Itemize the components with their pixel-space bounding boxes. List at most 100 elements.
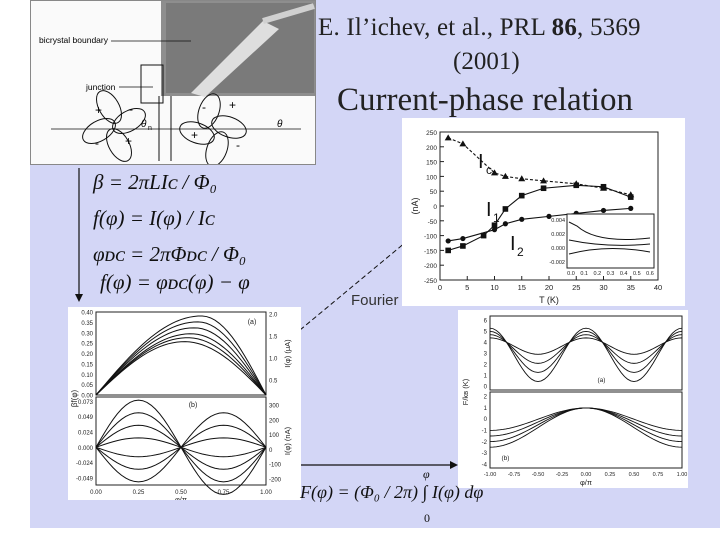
data-point-Ic	[444, 134, 452, 141]
boundary-label: bicrystal boundary	[39, 35, 109, 45]
panel-b-x-tick-label: 0.00	[90, 490, 102, 496]
svg-text:+: +	[191, 128, 198, 142]
data-point-I1	[491, 222, 498, 229]
curve-label-i2: I	[510, 233, 516, 255]
y-tick-label: 200	[426, 145, 437, 152]
citation-authors: E. Il’ichev, et al., PRL	[318, 14, 552, 41]
equation-beta: β = 2πLIᴄ / Φ₀	[93, 170, 217, 194]
panel-b-right-tick-label: -100	[269, 463, 282, 469]
panel-b-x-tick-label: 0.75	[218, 490, 230, 496]
junction-sketch: + + - - - - + + bicrystal boundary junct…	[39, 1, 315, 167]
energy-x-tick-label: -0.25	[556, 472, 569, 478]
y-tick-label: 250	[426, 130, 437, 137]
energy-x-tick-label: -0.50	[532, 472, 545, 478]
panel-a-y-tick-label: 0.05	[81, 383, 93, 389]
panel-b-x-tick-label: 1.00	[260, 490, 272, 496]
inset-x-tick-label: 0.2	[594, 271, 602, 277]
curve-label-i2-sub: 2	[517, 245, 524, 259]
data-point-I1	[445, 247, 451, 254]
energy-y-axis-label: F/kʙ (K)	[461, 378, 470, 405]
junction-label: junction	[85, 82, 116, 92]
equation-phi-dc: φᴅᴄ = 2πΦᴅᴄ / Φ₀	[93, 242, 247, 266]
inset-y-tick-label: 0.004	[551, 218, 565, 224]
panel-a-right-tick-label: 0.5	[269, 379, 278, 385]
x-tick-label: 10	[490, 283, 498, 292]
slide-title: Current-phase relation	[337, 82, 633, 118]
citation: E. Il’ichev, et al., PRL 86, 5369	[318, 14, 641, 42]
svg-text:-: -	[236, 138, 240, 152]
inset-y-tick-label: -0.002	[549, 260, 565, 266]
diagonal-arrow	[299, 231, 419, 331]
data-point-I2	[491, 227, 498, 233]
temperature-chart-panel: 250 200 150 100 50 0 -50 -100 -150 -200 -250 0 5 10 15…	[402, 118, 685, 306]
y-tick-label: 150	[426, 160, 437, 167]
panel-a-label: (a)	[248, 319, 257, 326]
equation-f-phi: f(φ) = I(φ) / Iᴄ	[93, 206, 215, 230]
panel-a-y-tick-label: 0.35	[81, 321, 93, 327]
panel-b-x-tick-label: 0.25	[133, 490, 145, 496]
panel-b-y-tick-label: -0.049	[76, 477, 94, 483]
data-point-Ic	[540, 177, 548, 184]
energy-b-curve	[489, 407, 683, 443]
svg-text:+: +	[229, 98, 236, 112]
inset-x-tick-label: 0.6	[646, 271, 654, 277]
energy-x-tick-label: 0.25	[605, 472, 616, 478]
inset-x-tick-label: 0.3	[607, 271, 615, 277]
inset-x-tick-label: 0.4	[620, 271, 628, 277]
fourier-label: Fourier	[351, 292, 399, 309]
energy-b-y-tick-label: 1	[484, 406, 488, 412]
energy-a-y-tick-label: 5	[484, 330, 488, 336]
panel-b-y-tick-label: -0.024	[76, 461, 94, 467]
energy-x-tick-label: 0.50	[629, 472, 640, 478]
energy-b-y-tick-label: -4	[482, 463, 488, 469]
panel-a-y-tick-label: 0.30	[81, 331, 93, 337]
data-point-I1	[540, 185, 547, 192]
inset-curve	[568, 247, 651, 255]
inset-x-tick-label: 0.0	[567, 271, 575, 277]
panel-a-right-tick-label: 1.0	[269, 357, 278, 363]
panel-a-y-tick-label: 0.20	[81, 352, 93, 358]
energy-a-y-tick-label: 0	[484, 385, 488, 391]
panel-a-right-tick-label: 1.5	[269, 335, 278, 341]
energy-chart-panel: 6 5 4 3 2 1 0 2 1 0 -1 -2 -3 -4 -1.00 -0.75 -0.50 -0.25 0.…	[458, 310, 688, 488]
theta-right: θ	[277, 119, 283, 130]
panel-a-frame	[95, 311, 267, 396]
panel-a-curve	[95, 327, 267, 396]
panel-b-y-tick-label: 0.049	[78, 415, 94, 421]
data-point-I2	[628, 205, 634, 211]
panel-a-right-tick-label: 2.0	[269, 313, 278, 319]
citation-pages: , 5369	[577, 14, 641, 41]
data-point-I2	[600, 207, 607, 214]
junction-figure: + + - - - - + + bicrystal boundary junct…	[30, 0, 316, 167]
x-tick-label: 25	[572, 283, 580, 292]
svg-text:-: -	[202, 100, 206, 114]
data-point-I2	[502, 221, 508, 227]
phase-chart: 0.40 0.35 0.30 0.25 0.20 0.15 0.10 0.05 0.00 2.0 1…	[70, 311, 292, 505]
inset-y-tick-label: 0.002	[551, 232, 565, 238]
x-tick-label: 40	[654, 283, 662, 292]
sem-strip	[191, 21, 279, 97]
panel-b-right-axis-label: I(φ) (nA)	[283, 426, 292, 455]
panel-b-right-tick-label: -200	[269, 478, 282, 484]
phase-chart-panel: 0.40 0.35 0.30 0.25 0.20 0.15 0.10 0.05 0.00 2.0 1…	[68, 307, 301, 505]
energy-panel-a-label: (a)	[598, 377, 606, 384]
energy-a-y-tick-label: 6	[484, 319, 488, 325]
inset-x-tick-label: 0.5	[633, 271, 641, 277]
energy-b-y-tick-label: -1	[482, 429, 488, 435]
inset-frame	[566, 213, 655, 269]
data-point-I2	[445, 238, 451, 244]
y-tick-label: -250	[424, 278, 437, 285]
y-tick-label: 50	[430, 189, 438, 196]
energy-x-tick-label: -1.00	[484, 472, 497, 478]
panel-b-y-tick-label: 0.073	[78, 400, 94, 406]
data-point-I1	[518, 192, 525, 199]
energy-a-curve	[489, 330, 683, 373]
panel-b-y-tick-label: 0.024	[78, 431, 94, 437]
energy-b-y-tick-label: -3	[482, 451, 488, 457]
data-point-I1	[502, 206, 509, 212]
junction-box	[140, 64, 164, 104]
data-point-I2	[546, 213, 552, 219]
data-point-Ic	[501, 172, 509, 179]
panel-b-frame	[95, 396, 267, 486]
series-line-I1	[448, 184, 631, 251]
